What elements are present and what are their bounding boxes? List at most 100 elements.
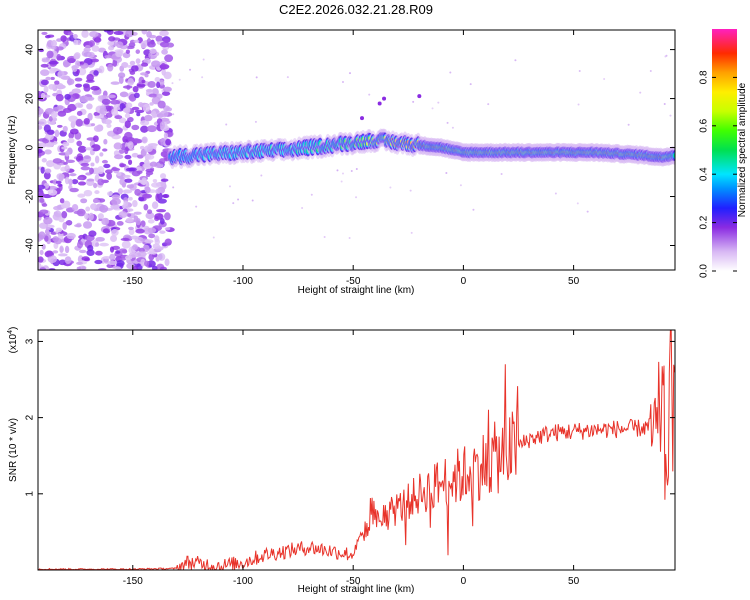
noise-blob [46,50,54,59]
noise-speck [201,76,204,79]
noise-blob [71,65,78,72]
spectral-ridge [167,94,675,170]
noise-blob [110,81,120,85]
noise-blob [90,123,96,127]
noise-blob [99,107,108,115]
noise-speck [446,121,449,124]
colorbar-tick-label-1: 0.2 [699,215,710,229]
noise-blob [111,108,119,116]
noise-blob [159,266,167,270]
spectrogram-x-ticks: -150 -100 -50 0 50 [123,30,580,287]
noise-blob [164,227,171,231]
noise-blob [132,199,138,208]
noise-blob [112,59,118,67]
chart-title: C2E2.2026.032.21.28.R09 [279,2,433,17]
noise-blob [99,152,104,157]
noise-blob [52,250,59,254]
noise-blob [95,242,100,247]
noise-blob [118,75,124,84]
noise-blob [77,181,87,186]
noise-speck [514,59,517,62]
noise-blob [144,145,153,153]
noise-blob [58,253,68,257]
noise-blob [144,73,149,78]
noise-blob [89,31,99,38]
noise-blob [107,40,115,46]
noise-blob [151,182,161,188]
snr-x-tick-label-0: -150 [123,576,143,587]
noise-blob [80,198,88,204]
noise-blob [38,125,43,130]
noise-blob [106,123,112,128]
noise-speck [627,123,630,126]
snr-y-ticks: 1 2 3 [25,338,675,497]
noise-speck [437,101,440,104]
noise-blob [125,102,133,109]
noise-blob [84,212,89,220]
noise-speck [586,210,589,213]
noise-blob [78,67,87,76]
noise-blob [163,132,169,139]
noise-blob [124,131,133,140]
noise-blob [86,249,95,257]
noise-blob [57,183,63,187]
noise-blob [63,161,68,165]
noise-blob [61,146,68,150]
noise-blob [151,110,157,119]
noise-blob [116,220,124,226]
noise-blob [133,92,140,99]
noise-blob [107,94,116,99]
spectrogram-x-label: Height of straight line (km) [298,285,415,296]
noise-blob [48,116,53,122]
noise-blob [75,83,83,88]
noise-blob [135,49,141,54]
noise-blob [148,253,155,261]
noise-blob [144,260,150,267]
colorbar-tick-label-3: 0.6 [699,118,710,132]
noise-blob [74,102,82,108]
noise-blob [65,150,70,157]
noise-speck [301,206,304,209]
noise-blob [43,171,51,180]
noise-blob [58,217,65,223]
noise-blob [147,227,157,234]
spectrogram-x-tick-label-1: -100 [233,276,253,287]
noise-blob [38,148,43,154]
noise-blob [45,133,54,141]
noise-blob [127,78,135,86]
noise-speck [340,180,343,183]
noise-blob [141,30,148,35]
noise-blob [38,118,47,126]
noise-blob [46,250,53,257]
noise-blob [162,194,170,199]
noise-blob [159,121,165,130]
noise-speck [171,82,174,85]
noise-blob [39,249,44,256]
noise-speck [341,172,344,175]
noise-blob [133,211,142,215]
noise-blob [101,217,110,226]
noise-blob [115,266,122,270]
spectrogram-y-label: Frequency (Hz) [7,116,18,185]
noise-blob [41,203,48,207]
noise-blob [160,178,169,182]
noise-speck [431,107,434,110]
noise-blob [131,106,140,111]
noise-blob [57,70,65,79]
noise-blob [44,149,52,155]
noise-blob [149,102,154,106]
noise-blob [44,168,52,174]
noise-blob [102,148,108,152]
noise-blob [103,138,108,145]
noise-blob [76,266,82,270]
noise-speck [323,236,326,239]
noise-blob [59,198,65,204]
noise-blob [39,198,45,203]
noise-blob [166,42,175,48]
noise-blob [43,216,53,225]
snr-x-ticks: -150 -100 -50 0 50 [123,330,580,587]
noise-blob [128,252,138,258]
colorbar-gradient [712,29,737,271]
noise-blob [91,89,102,96]
